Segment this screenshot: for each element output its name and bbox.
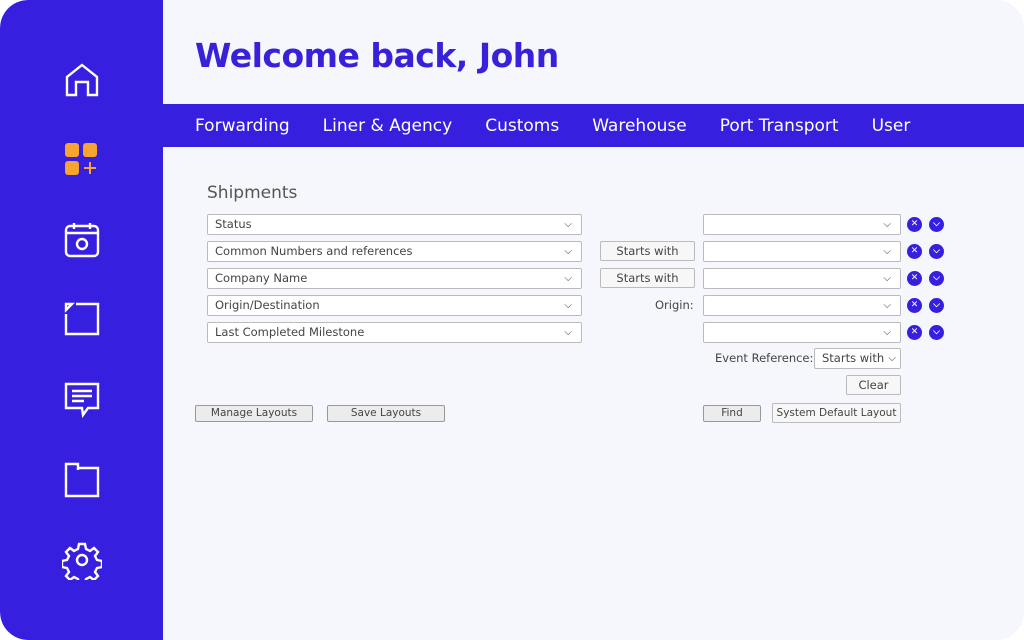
field-label: Status	[215, 217, 252, 231]
remove-icon[interactable]: ✕	[907, 244, 922, 259]
expand-icon[interactable]: ⌵	[929, 244, 944, 259]
field-origin-destination-select[interactable]: Origin/Destination ⌵	[207, 295, 582, 316]
expand-icon[interactable]: ⌵	[929, 298, 944, 313]
chevron-down-icon: ⌵	[888, 353, 896, 364]
starts-with-button[interactable]: Starts with	[600, 268, 695, 288]
event-reference-value: Starts with	[822, 351, 885, 365]
field-label: Last Completed Milestone	[215, 325, 365, 339]
field-company-name-select[interactable]: Company Name ⌵	[207, 268, 582, 289]
chevron-down-icon: ⌵	[564, 327, 572, 338]
chevron-down-icon: ⌵	[564, 300, 572, 311]
remove-icon[interactable]: ✕	[907, 271, 922, 286]
field-label: Company Name	[215, 271, 308, 285]
value-select[interactable]: ⌵	[703, 241, 901, 262]
chevron-down-icon: ⌵	[883, 273, 891, 284]
value-select[interactable]: ⌵	[703, 214, 901, 235]
starts-with-button[interactable]: Starts with	[600, 241, 695, 261]
chevron-down-icon: ⌵	[883, 246, 891, 257]
sidebar	[0, 0, 163, 640]
save-layouts-button[interactable]: Save Layouts	[327, 405, 445, 422]
section-title: Shipments	[207, 183, 298, 203]
field-label: Common Numbers and references	[215, 244, 413, 258]
chevron-down-icon: ⌵	[883, 219, 891, 230]
value-select[interactable]: ⌵	[703, 295, 901, 316]
document-icon[interactable]	[62, 300, 102, 340]
nav-user[interactable]: User	[871, 115, 911, 136]
field-label: Origin/Destination	[215, 298, 320, 312]
nav-port-transport[interactable]: Port Transport	[719, 115, 839, 136]
nav-customs[interactable]: Customs	[485, 115, 560, 136]
expand-icon[interactable]: ⌵	[929, 217, 944, 232]
clear-button[interactable]: Clear	[846, 375, 901, 395]
value-select[interactable]: ⌵	[703, 268, 901, 289]
home-icon[interactable]	[62, 60, 102, 100]
event-reference-select[interactable]: Starts with ⌵	[814, 348, 901, 369]
field-last-milestone-select[interactable]: Last Completed Milestone ⌵	[207, 322, 582, 343]
add-widget-icon[interactable]	[62, 140, 102, 180]
calendar-icon[interactable]	[62, 220, 102, 260]
field-common-numbers-select[interactable]: Common Numbers and references ⌵	[207, 241, 582, 262]
event-reference-label: Event Reference:	[715, 351, 814, 365]
system-default-layout-button[interactable]: System Default Layout	[772, 403, 901, 423]
remove-icon[interactable]: ✕	[907, 217, 922, 232]
remove-icon[interactable]: ✕	[907, 325, 922, 340]
nav-warehouse[interactable]: Warehouse	[592, 115, 687, 136]
gear-icon[interactable]	[62, 540, 102, 580]
top-nav: Forwarding Liner & Agency Customs Wareho…	[163, 104, 1024, 147]
manage-layouts-button[interactable]: Manage Layouts	[195, 405, 313, 422]
nav-forwarding[interactable]: Forwarding	[195, 115, 290, 136]
remove-icon[interactable]: ✕	[907, 298, 922, 313]
expand-icon[interactable]: ⌵	[929, 325, 944, 340]
expand-icon[interactable]: ⌵	[929, 271, 944, 286]
page-title: Welcome back, John	[195, 36, 559, 75]
field-status-select[interactable]: Status ⌵	[207, 214, 582, 235]
chevron-down-icon: ⌵	[564, 273, 572, 284]
chevron-down-icon: ⌵	[883, 300, 891, 311]
nav-liner-agency[interactable]: Liner & Agency	[322, 115, 453, 136]
folder-icon[interactable]	[62, 460, 102, 500]
message-icon[interactable]	[62, 380, 102, 420]
chevron-down-icon: ⌵	[883, 327, 891, 338]
origin-label: Origin:	[655, 298, 694, 312]
find-button[interactable]: Find	[703, 405, 761, 422]
value-select[interactable]: ⌵	[703, 322, 901, 343]
chevron-down-icon: ⌵	[564, 219, 572, 230]
chevron-down-icon: ⌵	[564, 246, 572, 257]
